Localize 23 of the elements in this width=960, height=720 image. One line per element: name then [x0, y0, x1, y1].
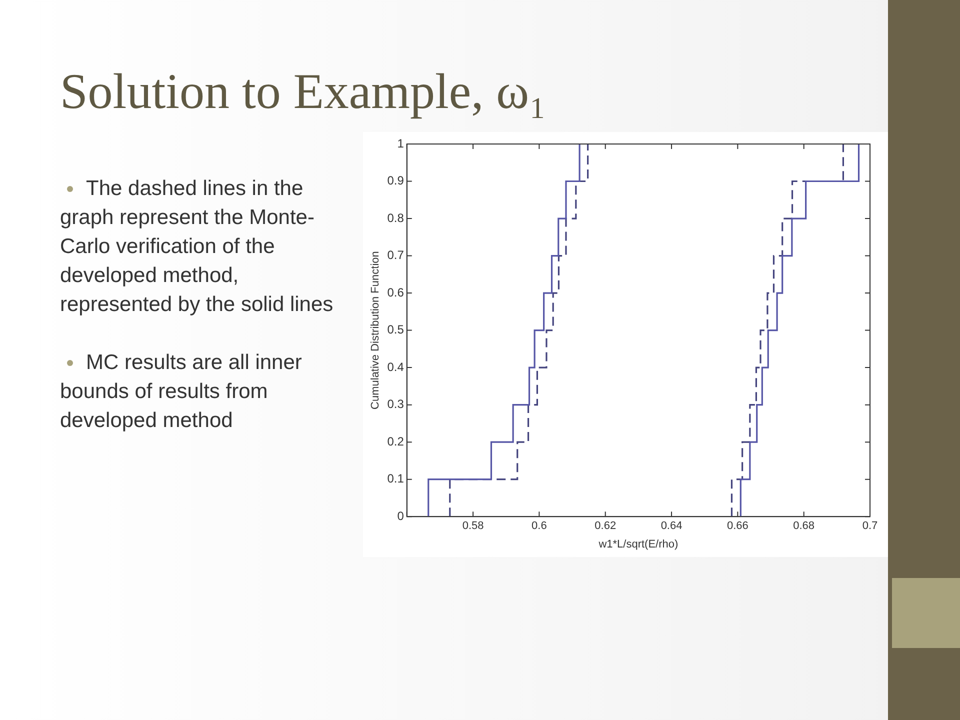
- y-tick-label: 0.7: [387, 248, 404, 262]
- y-tick-label: 0.2: [387, 434, 404, 448]
- y-tick-label: 0.4: [387, 360, 404, 374]
- y-tick-label: 0.1: [387, 472, 404, 486]
- x-tick-label: 0.62: [594, 520, 616, 532]
- text: The dashed lines in the graph represent the Monte-Carlo verification of the developed method, represented by the solid lines: [60, 177, 334, 316]
- x-tick-label: 0.66: [726, 520, 748, 532]
- y-tick-label: 0.8: [387, 210, 404, 225]
- chart-title: Solution to Example, ω₁: [60, 62, 546, 120]
- y-tick-label: 0.9: [387, 174, 404, 188]
- x-tick-label: 0.6: [532, 520, 547, 532]
- x-axis-title: w1*L/sqrt(E/rho): [598, 538, 678, 550]
- x-tick-label: 0.7: [862, 520, 878, 532]
- x-tick-label: 0.58: [462, 520, 484, 532]
- y-tick-label: 0.3: [387, 397, 404, 412]
- y-tick-label: 0.6: [387, 285, 404, 300]
- x-tick-label: 0.64: [660, 520, 682, 532]
- y-tick-label: 1: [397, 136, 404, 150]
- y-axis-title: Cumulative Distribution Function: [370, 251, 382, 410]
- y-tick-label: 0.5: [387, 322, 404, 337]
- x-tick-label: 0.68: [793, 520, 815, 532]
- text: MC results are all inner bounds of results from developed method: [60, 351, 302, 432]
- y-tick-label: 0: [397, 508, 404, 523]
